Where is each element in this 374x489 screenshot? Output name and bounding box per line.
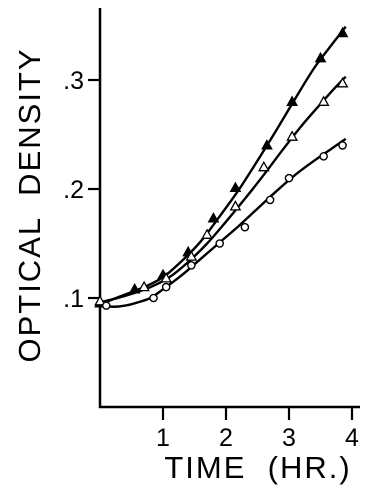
y-tick-label-02: .2 [63,176,84,204]
series-1-point-6 [257,160,270,172]
series-1-point-3 [185,250,198,261]
series-2-point-0 [102,301,111,310]
series-0-point-4 [207,212,220,223]
series-1-point-0 [94,294,106,306]
series-2-point-9 [338,141,347,150]
y-tick-label-03: .3 [63,67,84,95]
ticks [88,78,354,420]
series-2-point-2 [161,282,171,292]
data-points [94,26,349,310]
series-2-point-1 [149,293,158,303]
x-axis-title: TIME (HR.) [164,450,351,485]
series-2-point-3 [187,260,196,270]
series-0-point-6 [261,139,273,150]
x-tick-label-3: 3 [282,424,296,452]
series-2-point-4 [215,239,224,248]
series-0-point-7 [286,95,299,106]
series-2-curve [99,137,347,308]
x-tick-label-2: 2 [219,424,233,452]
series-1-point-8 [317,95,330,106]
series-0-point-5 [229,181,242,193]
series-0-point-8 [314,51,327,63]
series-1-point-1 [138,280,150,292]
series-2-point-6 [265,195,275,205]
series-1-point-5 [229,200,242,211]
series-2-point-8 [319,151,328,161]
series-1-point-7 [286,130,299,141]
series-0-point-9 [336,26,349,38]
x-tick-label-4: 4 [345,424,359,452]
series-2-point-7 [284,173,294,183]
series-1-curve [99,75,347,304]
series-2-point-5 [240,222,250,232]
series-1-point-2 [160,272,173,283]
axes [98,8,360,409]
x-tick-label-1: 1 [156,424,170,452]
y-axis-title: OPTICAL DENSITY [12,47,47,362]
y-tick-label-01: .1 [63,285,84,313]
fitted-curves [99,25,347,308]
series-0-point-1 [128,282,141,294]
series-1-point-4 [201,228,213,239]
series-1-point-9 [336,76,349,88]
tick-labels: 1 2 3 4 .1 .2 .3 [63,67,359,452]
